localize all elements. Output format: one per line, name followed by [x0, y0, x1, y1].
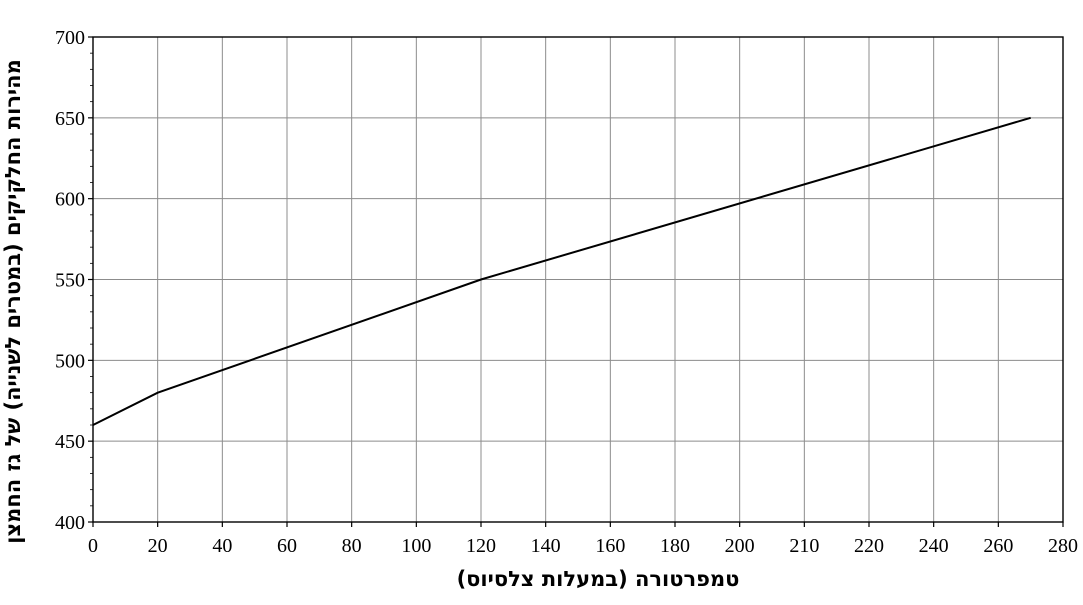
x-tick-label: 210 — [789, 535, 819, 557]
series-line — [92, 116, 1031, 426]
x-tick-label: 180 — [660, 535, 690, 557]
y-axis-title: מהירות החלקיקים (במטרים לשנייה) של גז הח… — [1, 59, 25, 544]
y-tick-label: 700 — [55, 27, 85, 49]
y-tick-labels: 400 450 500 550 600 650 700 — [55, 27, 85, 534]
x-tick-label: 140 — [531, 535, 561, 557]
y-tick-label: 500 — [55, 350, 85, 372]
x-tick-label: 160 — [595, 535, 625, 557]
x-tick-label: 200 — [725, 535, 755, 557]
x-tick-label: 20 — [148, 535, 168, 557]
series-group — [92, 116, 1031, 426]
x-tick-label: 40 — [212, 535, 232, 557]
y-tick-label: 550 — [55, 270, 85, 292]
x-tick-labels: 0 20 40 60 80 100 120 140 160 180 200 210 220 240 260 2… — [88, 535, 1078, 557]
x-tick-label: 220 — [854, 535, 884, 557]
y-tick-label: 400 — [55, 512, 85, 534]
x-tick-label: 260 — [983, 535, 1013, 557]
x-tick-label: 80 — [342, 535, 362, 557]
x-tick-label: 280 — [1048, 535, 1078, 557]
axis-ticks — [88, 36, 1064, 527]
x-tick-label: 120 — [466, 535, 496, 557]
x-tick-label: 60 — [277, 535, 297, 557]
y-tick-label: 450 — [55, 431, 85, 453]
x-tick-label: 0 — [88, 535, 98, 557]
x-axis-title: טמפרטורה (במעלות צלסיוס) — [457, 567, 740, 591]
x-tick-label: 100 — [401, 535, 431, 557]
x-tick-label: 240 — [919, 535, 949, 557]
y-tick-label: 600 — [55, 189, 85, 211]
y-tick-label: 650 — [55, 108, 85, 130]
grid-lines — [93, 37, 1063, 522]
plot-frame — [92, 36, 1064, 523]
